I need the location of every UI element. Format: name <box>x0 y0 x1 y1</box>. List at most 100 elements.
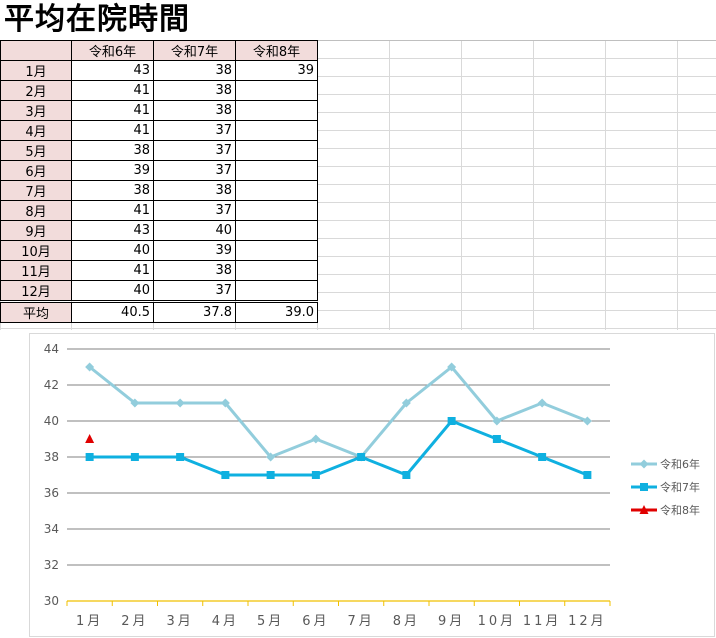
month-cell[interactable]: 1月 <box>0 60 72 81</box>
r8-cell[interactable] <box>235 200 318 221</box>
table-row: 10月 40 39 <box>0 240 318 261</box>
average-r6[interactable]: 40.5 <box>71 300 154 323</box>
chart-area[interactable]: 30 32 34 36 38 40 42 44 1月 2月 3月 4月 5月 6月 7月 8月 9月 10月 11月… <box>29 333 715 637</box>
r7-cell[interactable]: 37 <box>153 200 236 221</box>
r7-cell[interactable]: 38 <box>153 80 236 101</box>
legend-entry: 令和6年 <box>631 457 700 471</box>
table-row: 8月 41 37 <box>0 200 318 221</box>
data-table: 令和6年 令和7年 令和8年 1月 43 38 39 2月 41 38 3月 41 38 4月 41 3… <box>0 40 318 323</box>
average-row: 平均 40.5 37.8 39.0 <box>0 300 318 323</box>
r6-cell[interactable]: 38 <box>71 180 154 201</box>
r8-cell[interactable] <box>235 140 318 161</box>
r6-cell[interactable]: 38 <box>71 140 154 161</box>
r7-cell[interactable]: 38 <box>153 260 236 281</box>
legend-marker <box>639 505 649 514</box>
month-cell[interactable]: 11月 <box>0 260 72 281</box>
data-point <box>176 453 185 461</box>
r7-cell[interactable]: 37 <box>153 120 236 141</box>
series-3 <box>85 434 95 443</box>
r8-cell[interactable] <box>235 120 318 141</box>
data-point <box>492 416 502 426</box>
r8-cell[interactable] <box>235 240 318 261</box>
r7-cell[interactable]: 40 <box>153 220 236 241</box>
month-cell[interactable]: 2月 <box>0 80 72 101</box>
x-tick-label: 10月 <box>478 614 517 629</box>
x-tick-label: 4月 <box>212 614 239 629</box>
table-row: 9月 43 40 <box>0 220 318 241</box>
month-cell[interactable]: 6月 <box>0 160 72 181</box>
month-cell[interactable]: 8月 <box>0 200 72 221</box>
r6-cell[interactable]: 41 <box>71 100 154 121</box>
r8-cell[interactable] <box>235 100 318 121</box>
r6-cell[interactable]: 40 <box>71 240 154 261</box>
r7-cell[interactable]: 39 <box>153 240 236 261</box>
data-point <box>85 453 94 461</box>
month-cell[interactable]: 5月 <box>0 140 72 161</box>
r7-cell[interactable]: 38 <box>153 180 236 201</box>
r7-cell[interactable]: 37 <box>153 280 236 302</box>
r6-cell[interactable]: 41 <box>71 120 154 141</box>
legend-entry: 令和8年 <box>631 503 700 517</box>
y-tick-label: 44 <box>44 342 59 356</box>
table-row: 6月 39 37 <box>0 160 318 181</box>
r7-cell[interactable]: 37 <box>153 140 236 161</box>
table-row: 11月 41 38 <box>0 260 318 281</box>
average-r8[interactable]: 39.0 <box>235 300 318 323</box>
series-line <box>88 365 588 459</box>
r6-cell[interactable]: 39 <box>71 160 154 181</box>
x-tick-label: 2月 <box>121 614 148 629</box>
data-point <box>357 453 366 461</box>
x-tick-label: 1月 <box>76 614 103 629</box>
r7-cell[interactable]: 37 <box>153 160 236 181</box>
data-point <box>447 362 457 372</box>
x-tick-label: 7月 <box>347 614 374 629</box>
series-2 <box>85 417 592 479</box>
average-r7[interactable]: 37.8 <box>153 300 236 323</box>
r6-cell[interactable]: 40 <box>71 280 154 302</box>
r6-cell[interactable]: 41 <box>71 80 154 101</box>
data-point <box>311 434 321 444</box>
month-cell[interactable]: 12月 <box>0 280 72 302</box>
r8-cell[interactable] <box>235 180 318 201</box>
r6-cell[interactable]: 43 <box>71 60 154 81</box>
r8-cell[interactable] <box>235 220 318 241</box>
data-point <box>221 471 230 479</box>
average-label[interactable]: 平均 <box>0 300 72 323</box>
month-cell[interactable]: 4月 <box>0 120 72 141</box>
r8-cell[interactable] <box>235 260 318 281</box>
month-cell[interactable]: 7月 <box>0 180 72 201</box>
legend-label: 令和7年 <box>660 480 700 494</box>
data-point <box>266 471 275 479</box>
month-cell[interactable]: 9月 <box>0 220 72 241</box>
x-tick-label: 3月 <box>166 614 193 629</box>
r8-cell[interactable]: 39 <box>235 60 318 81</box>
table-row: 7月 38 38 <box>0 180 318 201</box>
data-point <box>447 417 456 425</box>
month-cell[interactable]: 3月 <box>0 100 72 121</box>
header-r8[interactable]: 令和8年 <box>235 40 318 61</box>
r8-cell[interactable] <box>235 280 318 302</box>
x-tick-label: 9月 <box>438 614 465 629</box>
header-r7[interactable]: 令和7年 <box>153 40 236 61</box>
header-r6[interactable]: 令和6年 <box>71 40 154 61</box>
r6-cell[interactable]: 41 <box>71 260 154 281</box>
r8-cell[interactable] <box>235 160 318 181</box>
r6-cell[interactable]: 43 <box>71 220 154 241</box>
legend-marker <box>640 483 648 491</box>
r7-cell[interactable]: 38 <box>153 100 236 121</box>
month-cell[interactable]: 10月 <box>0 240 72 261</box>
table-row: 12月 40 37 <box>0 280 318 302</box>
table-row: 5月 38 37 <box>0 140 318 161</box>
data-point <box>85 362 95 372</box>
data-point <box>266 452 276 462</box>
header-corner-cell[interactable] <box>0 40 72 61</box>
y-tick-label: 34 <box>44 522 59 536</box>
table-row: 1月 43 38 39 <box>0 60 318 81</box>
r7-cell[interactable]: 38 <box>153 60 236 81</box>
r8-cell[interactable] <box>235 80 318 101</box>
r6-cell[interactable]: 41 <box>71 200 154 221</box>
y-tick-label: 42 <box>44 378 59 392</box>
data-point <box>175 398 185 408</box>
y-tick-label: 32 <box>44 558 59 572</box>
legend-marker <box>639 459 649 469</box>
